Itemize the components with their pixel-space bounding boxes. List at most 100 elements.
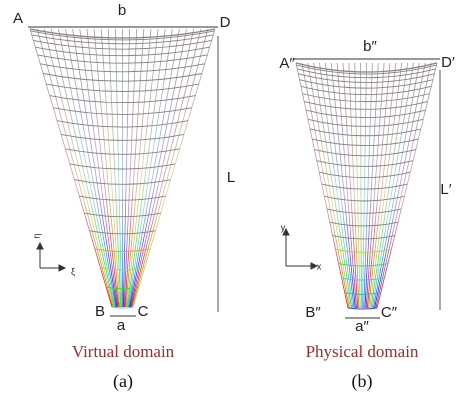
- radial-line: [319, 62, 354, 309]
- radial-line: [360, 62, 362, 309]
- radial-line: [100, 28, 121, 308]
- point-label: C″: [381, 304, 398, 321]
- arc-line: [341, 277, 385, 281]
- arc-line: [106, 286, 139, 290]
- point-label: L′: [440, 181, 451, 198]
- arc-line: [30, 30, 215, 41]
- arc-line: [65, 148, 180, 155]
- mesh-layer: [29, 28, 438, 310]
- radial-line: [371, 62, 414, 309]
- radial-line: [29, 28, 113, 308]
- arc-line: [74, 179, 171, 185]
- arc-line: [295, 62, 438, 73]
- arc-line: [69, 163, 176, 170]
- arc-line: [111, 306, 134, 309]
- arc-line: [79, 195, 166, 201]
- radial-line: [313, 62, 353, 309]
- radial-line: [130, 28, 195, 308]
- radial-line: [131, 28, 209, 308]
- radial-line: [370, 62, 409, 309]
- arc-line: [347, 307, 378, 310]
- arc-line: [46, 83, 199, 92]
- point-label: B″: [305, 304, 321, 321]
- arc-line: [31, 34, 214, 45]
- arc-line: [53, 107, 192, 115]
- arc-line: [35, 46, 210, 57]
- arc-line: [100, 267, 145, 271]
- arc-line: [324, 195, 405, 202]
- radial-line: [36, 28, 114, 308]
- radial-line: [295, 62, 349, 309]
- point-label: L: [227, 169, 235, 186]
- radial-line: [375, 62, 432, 309]
- radial-line: [132, 28, 216, 308]
- radial-line: [324, 62, 355, 309]
- radial-line: [342, 62, 359, 309]
- arc-line: [309, 128, 421, 137]
- axes-icon: [282, 227, 319, 270]
- radial-line: [129, 28, 187, 308]
- arc-line: [335, 248, 392, 253]
- arc-line: [297, 68, 436, 79]
- radial-line: [58, 28, 116, 308]
- point-label: a″: [355, 318, 369, 335]
- arc-line: [29, 28, 216, 39]
- point-label: b″: [363, 38, 377, 55]
- arc-line: [37, 54, 208, 64]
- point-label: a: [117, 317, 126, 334]
- radial-line: [368, 62, 397, 309]
- radial-line: [123, 28, 138, 308]
- caption: Physical domain: [306, 342, 419, 361]
- radial-line: [122, 28, 131, 308]
- radial-line: [365, 62, 385, 309]
- arc-line: [338, 263, 388, 267]
- arc-line: [296, 64, 437, 75]
- radial-line: [330, 62, 356, 309]
- radial-line: [93, 28, 120, 308]
- arc-line: [319, 171, 411, 179]
- caption: Virtual domain: [72, 342, 175, 361]
- radial-line: [354, 62, 361, 309]
- radial-line: [363, 62, 373, 309]
- arc-line: [304, 101, 428, 110]
- radial-line: [107, 28, 122, 308]
- radial-line: [362, 62, 367, 309]
- arc-line: [344, 292, 381, 295]
- arc-line: [329, 221, 399, 227]
- arc-line: [43, 73, 202, 82]
- point-label: b: [118, 2, 126, 19]
- arc-line: [298, 73, 435, 83]
- radial-line: [124, 28, 145, 308]
- axes-icon: [36, 241, 67, 272]
- radial-line: [369, 62, 403, 309]
- radial-line: [366, 62, 391, 309]
- point-label: y: [281, 222, 286, 232]
- radial-line: [376, 62, 438, 309]
- subfigure-tag: (b): [352, 371, 373, 392]
- arc-line: [326, 208, 402, 214]
- point-label: B: [95, 303, 105, 320]
- arc-line: [307, 118, 424, 127]
- arc-line: [84, 212, 161, 218]
- arc-line: [33, 40, 212, 50]
- arc-line: [332, 235, 395, 240]
- radial-line: [50, 28, 115, 308]
- point-label: A: [13, 10, 23, 27]
- arc-line: [302, 93, 430, 103]
- radial-line: [364, 62, 379, 309]
- arc-line: [300, 85, 432, 95]
- point-label: η: [31, 233, 41, 238]
- arc-line: [305, 109, 426, 119]
- radial-line: [336, 62, 357, 309]
- point-label: x: [317, 261, 322, 271]
- point-label: D: [220, 14, 231, 31]
- arc-line: [49, 95, 196, 104]
- radial-line: [372, 62, 420, 309]
- subfigure-tag: (a): [113, 371, 133, 392]
- arc-line: [299, 79, 434, 89]
- arc-line: [94, 248, 151, 252]
- radial-line: [128, 28, 180, 308]
- radial-line: [348, 62, 360, 309]
- radial-line: [301, 62, 350, 309]
